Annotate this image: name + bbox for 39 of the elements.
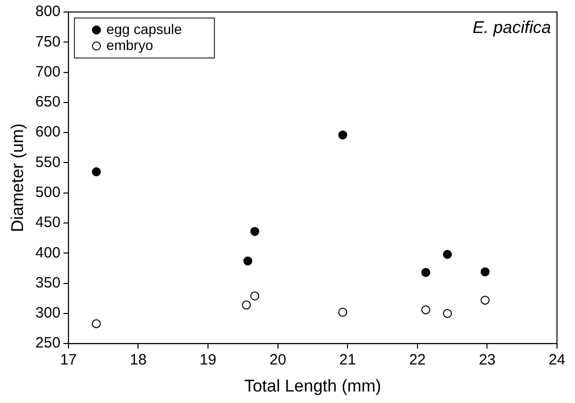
- y-tick-label: 600: [35, 124, 60, 141]
- point: [421, 305, 430, 314]
- point: [243, 256, 252, 266]
- point: [250, 291, 260, 300]
- y-tick-label: 350: [35, 274, 60, 292]
- point: [480, 267, 490, 276]
- point: [338, 308, 348, 317]
- y-tick-label: 650: [35, 94, 60, 111]
- y-tick-label: 500: [35, 184, 60, 202]
- point: [480, 296, 490, 305]
- x-tick-label: 23: [478, 352, 496, 369]
- y-tick-label: 300: [35, 304, 60, 322]
- point: [92, 319, 101, 328]
- legend-label: egg capsule: [106, 20, 182, 37]
- y-tick-label: 550: [35, 154, 60, 171]
- y-tick-label: 800: [35, 3, 60, 20]
- y-tick-label: 700: [35, 63, 60, 80]
- y-tick-label: 450: [35, 214, 60, 232]
- x-tick-label: 24: [548, 352, 566, 369]
- x-tick-label: 19: [200, 352, 216, 369]
- point: [442, 250, 452, 259]
- x-tick-label: 17: [60, 352, 77, 369]
- annotation: E. pacifica: [472, 18, 551, 38]
- point: [338, 130, 348, 140]
- point: [92, 167, 101, 176]
- point: [442, 308, 452, 318]
- y-tick-label: 750: [35, 33, 60, 50]
- legend-label: embryo: [106, 36, 154, 53]
- x-tick-label: 21: [339, 352, 356, 369]
- point: [421, 268, 430, 277]
- x-tick-label: 20: [269, 352, 286, 369]
- point: [242, 300, 251, 310]
- x-axis-title: Total Length (mm): [244, 376, 382, 396]
- point: [250, 226, 260, 236]
- x-tick-label: 18: [130, 352, 147, 369]
- y-tick-label: 250: [35, 334, 60, 352]
- x-tick-label: 22: [409, 352, 426, 369]
- y-axis-title: Diameter (um): [8, 123, 27, 232]
- y-tick-label: 400: [35, 244, 60, 262]
